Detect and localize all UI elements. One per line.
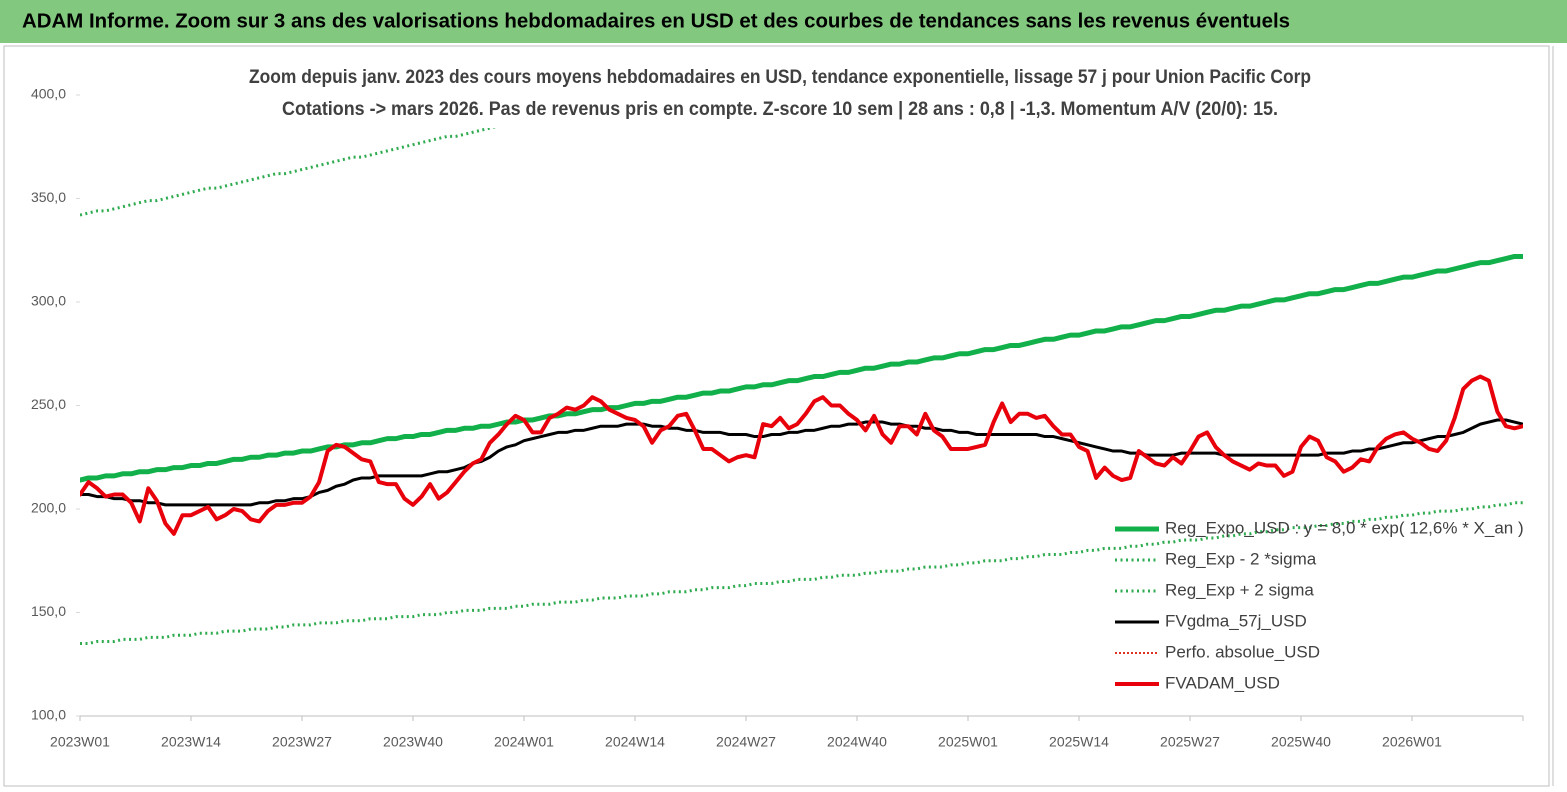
- y-tick-label: 350,0: [31, 189, 66, 205]
- chart-subtitle: Zoom depuis janv. 2023 des cours moyens …: [249, 67, 1311, 88]
- x-tick-label: 2026W01: [1382, 734, 1442, 750]
- y-tick-label: 400,0: [31, 86, 66, 102]
- legend-label: Reg_Exp - 2 *sigma: [1165, 549, 1317, 568]
- x-tick-label: 2025W14: [1049, 734, 1109, 750]
- page-title: ADAM Informe. Zoom sur 3 ans des valoris…: [22, 10, 1290, 32]
- subtitle-box: [248, 60, 1318, 128]
- y-tick-label: 150,0: [31, 603, 66, 619]
- chart-frame: [3, 45, 1550, 787]
- x-tick-label: 2024W27: [716, 734, 776, 750]
- x-tick-label: 2024W01: [494, 734, 554, 750]
- x-tick-label: 2023W27: [272, 734, 332, 750]
- legend-label: Reg_Exp + 2 sigma: [1165, 580, 1314, 599]
- series-line: [80, 418, 1523, 507]
- series-line: [80, 501, 1523, 646]
- y-tick-label: 100,0: [31, 707, 66, 723]
- x-tick-label: 2023W01: [50, 734, 110, 750]
- legend-label: FVADAM_USD: [1165, 673, 1280, 692]
- x-tick-label: 2025W01: [938, 734, 998, 750]
- chart-subtitle: Cotations -> mars 2026. Pas de revenus p…: [282, 99, 1278, 120]
- x-tick-label: 2023W14: [161, 734, 221, 750]
- series-line: [80, 374, 1523, 536]
- legend-label: Perfo. absolue_USD: [1165, 642, 1320, 661]
- x-tick-label: 2024W14: [605, 734, 665, 750]
- x-tick-label: 2025W40: [1271, 734, 1331, 750]
- plot-area: [80, 95, 1523, 646]
- y-tick-label: 250,0: [31, 396, 66, 412]
- y-tick-label: 300,0: [31, 293, 66, 309]
- legend-label: FVgdma_57j_USD: [1165, 611, 1307, 630]
- overlay: Zoom depuis janv. 2023 des cours moyens …: [248, 60, 1524, 692]
- y-tick-label: 200,0: [31, 500, 66, 516]
- header-bar: [0, 0, 1567, 43]
- x-tick-label: 2025W27: [1160, 734, 1220, 750]
- legend-label: Reg_Expo_USD : y = 8,0 * exp( 12,6% * X_…: [1165, 518, 1524, 537]
- series-line: [80, 253, 1523, 483]
- x-tick-label: 2024W40: [827, 734, 887, 750]
- x-tick-label: 2023W40: [383, 734, 443, 750]
